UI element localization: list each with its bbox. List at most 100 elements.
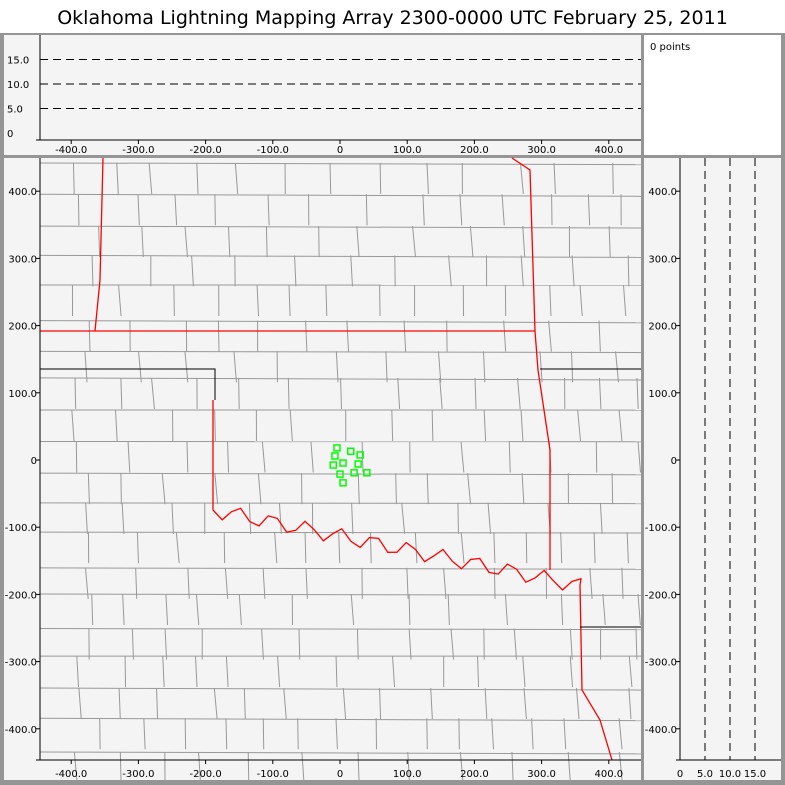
county-line bbox=[587, 194, 591, 226]
county-line bbox=[635, 628, 638, 660]
county-line bbox=[127, 441, 131, 473]
county-line bbox=[539, 351, 543, 383]
county-line bbox=[351, 502, 354, 534]
county-line bbox=[548, 320, 552, 352]
lightning-source-point bbox=[354, 460, 362, 468]
y-tick-label: -300.0 bbox=[5, 658, 37, 669]
county-line bbox=[450, 628, 455, 660]
x-tick-label: 200.0 bbox=[460, 145, 489, 156]
county-line bbox=[283, 688, 287, 720]
county-line bbox=[431, 409, 434, 441]
y-tick-label: 200.0 bbox=[648, 322, 677, 333]
county-line bbox=[457, 502, 459, 534]
x-tick-label: -100.0 bbox=[257, 145, 289, 156]
county-line bbox=[598, 377, 602, 409]
county-line bbox=[73, 751, 78, 784]
county-line bbox=[39, 567, 642, 570]
county-line bbox=[39, 502, 642, 505]
y-tick-label: 0 bbox=[31, 456, 37, 467]
county-line bbox=[297, 718, 299, 750]
county-line bbox=[214, 409, 216, 441]
county-line bbox=[238, 593, 242, 626]
county-line bbox=[98, 226, 101, 258]
y-tick-label: 15.0 bbox=[7, 56, 29, 67]
county-line bbox=[335, 656, 338, 688]
county-line bbox=[511, 751, 514, 784]
county-line bbox=[414, 532, 418, 564]
state-borders bbox=[40, 157, 641, 761]
y-tick-label: 400.0 bbox=[648, 187, 677, 198]
county-line bbox=[501, 194, 505, 226]
county-line bbox=[589, 567, 593, 599]
county-line bbox=[385, 351, 388, 383]
county-line bbox=[350, 593, 355, 626]
county-line bbox=[338, 532, 341, 564]
county-line bbox=[575, 688, 580, 720]
county-line bbox=[39, 320, 642, 324]
x-tick-label: 0 bbox=[677, 769, 683, 780]
county-line bbox=[504, 593, 508, 626]
county-line bbox=[636, 377, 639, 409]
lightning-source-point bbox=[331, 452, 339, 460]
county-line bbox=[247, 751, 250, 784]
county-line bbox=[483, 351, 486, 383]
county-line bbox=[577, 409, 581, 442]
county-line bbox=[335, 351, 339, 383]
y-tick-label: -400.0 bbox=[645, 725, 677, 736]
county-line bbox=[628, 688, 632, 720]
x-tick-label: -300.0 bbox=[122, 145, 154, 156]
county-line bbox=[298, 628, 301, 660]
county-line bbox=[39, 751, 642, 755]
county-line bbox=[196, 162, 199, 194]
county-line bbox=[517, 377, 521, 409]
county-line bbox=[198, 751, 201, 784]
county-line bbox=[74, 377, 77, 409]
county-line bbox=[191, 255, 194, 287]
county-line bbox=[483, 409, 487, 442]
county-line bbox=[277, 656, 281, 688]
county-line bbox=[224, 567, 229, 599]
county-line bbox=[120, 377, 123, 409]
county-line bbox=[602, 593, 606, 626]
y-tick-label: 0 bbox=[671, 456, 677, 467]
county-line bbox=[618, 409, 623, 442]
county-line bbox=[521, 473, 525, 505]
x-tick-label: -400.0 bbox=[55, 769, 87, 780]
county-line bbox=[563, 718, 567, 750]
county-line bbox=[85, 502, 88, 534]
x-tick-label: -200.0 bbox=[189, 769, 221, 780]
county-line bbox=[162, 656, 165, 688]
county-line bbox=[137, 194, 140, 226]
county-line bbox=[426, 718, 428, 750]
county-line bbox=[474, 377, 477, 409]
county-line bbox=[520, 255, 524, 287]
county-line bbox=[621, 567, 624, 599]
county-line bbox=[175, 532, 180, 564]
county-line bbox=[340, 377, 342, 409]
x-tick-label: -200.0 bbox=[189, 145, 221, 156]
county-line bbox=[408, 593, 411, 626]
x-tick-label: -300.0 bbox=[122, 769, 154, 780]
county-line bbox=[579, 284, 583, 317]
county-lines bbox=[39, 162, 642, 784]
county-line bbox=[243, 688, 246, 720]
county-line bbox=[195, 656, 198, 688]
county-line bbox=[379, 688, 382, 720]
altitude-panel bbox=[4, 35, 641, 155]
county-line bbox=[469, 226, 474, 258]
county-line bbox=[493, 567, 496, 599]
county-line bbox=[143, 718, 146, 750]
county-line bbox=[214, 473, 219, 505]
map-panel bbox=[4, 158, 641, 780]
county-line bbox=[141, 226, 144, 258]
county-line bbox=[78, 688, 82, 720]
county-line bbox=[637, 593, 641, 626]
county-line bbox=[627, 255, 630, 287]
county-line bbox=[335, 718, 338, 750]
county-line bbox=[261, 628, 264, 660]
county-line bbox=[238, 377, 240, 409]
county-line bbox=[459, 751, 464, 784]
y-tick-label: -400.0 bbox=[5, 725, 37, 736]
county-line bbox=[392, 656, 396, 688]
